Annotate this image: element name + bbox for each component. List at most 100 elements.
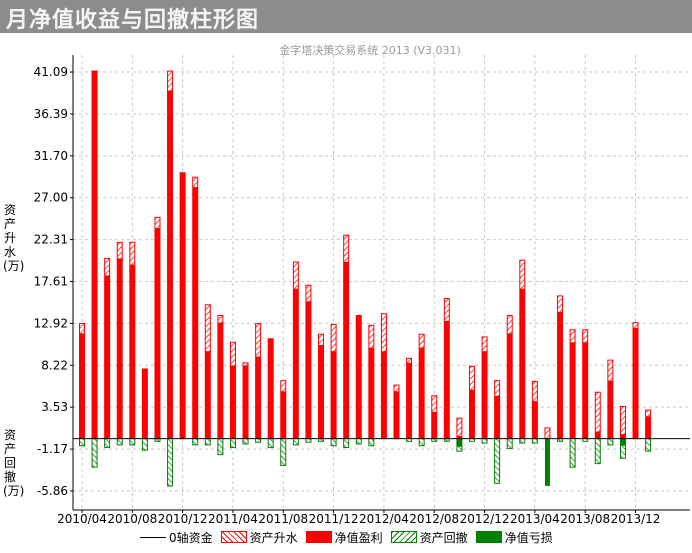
- net-profit-bar: [79, 333, 85, 439]
- asset-drawdown-bar: [141, 438, 148, 451]
- x-tick-label: 2013/08: [560, 512, 610, 526]
- asset-drawdown-bar: [267, 438, 274, 449]
- asset-drawdown-bar: [129, 438, 136, 446]
- asset-drawdown-bar: [204, 438, 211, 446]
- title-bar: 月净值收益与回撤柱形图: [0, 0, 692, 33]
- net-loss-bar: [620, 438, 626, 446]
- chart-subtitle: 金字塔决策交易系统 2013 (V3.031): [279, 44, 461, 57]
- net-profit-bar: [633, 328, 639, 439]
- bars: [79, 70, 652, 487]
- net-profit-bar: [331, 351, 337, 439]
- net-profit-bar: [419, 347, 425, 439]
- net-profit-bar: [482, 351, 488, 439]
- asset-up-bar: [544, 427, 551, 440]
- net-profit-bar: [356, 315, 362, 439]
- legend-label-zero-axis: 0轴资金: [169, 530, 213, 545]
- legend-swatch-zero-axis: [140, 536, 166, 538]
- net-profit-bar: [280, 391, 286, 439]
- net-profit-bar: [494, 395, 500, 439]
- asset-drawdown-bar: [594, 438, 601, 465]
- legend-swatch-asset-drawdown: [390, 531, 417, 543]
- y-tick-label: 31.70: [34, 149, 68, 163]
- y-tick-label: 36.39: [34, 107, 68, 121]
- legend: 0轴资金 资产升水 净值盈利 资产回撤 净值亏损: [140, 528, 561, 546]
- x-tick-label: 2012/04: [359, 512, 409, 526]
- asset-drawdown-bar: [217, 438, 224, 456]
- legend-item-asset-up: 资产升水: [220, 529, 298, 546]
- legend-label-net-loss: 净值亏损: [504, 530, 553, 545]
- asset-drawdown-bar: [506, 438, 513, 449]
- legend-item-asset-drawdown: 资产回撤: [390, 529, 468, 546]
- net-profit-bar: [305, 301, 311, 439]
- net-profit-bar: [582, 342, 588, 439]
- net-profit-bar: [243, 365, 249, 439]
- x-tick-label: 2010/04: [57, 512, 107, 526]
- asset-drawdown-bar: [531, 438, 538, 444]
- y-tick-label: -5.86: [37, 484, 68, 498]
- legend-swatch-asset-up: [220, 531, 247, 543]
- legend-item-net-profit: 净值盈利: [305, 529, 383, 546]
- net-profit-bar: [268, 338, 274, 439]
- net-loss-bar: [456, 438, 462, 447]
- y-tick-label: 8.22: [41, 358, 68, 372]
- y-tick-label: 12.92: [34, 316, 68, 330]
- net-profit-bar: [192, 187, 198, 439]
- asset-drawdown-bar: [481, 438, 488, 444]
- net-profit-bar: [217, 322, 223, 439]
- asset-drawdown-bar: [280, 438, 287, 466]
- y-axis-label-top: 资产升水(万): [3, 203, 25, 273]
- asset-drawdown-bar: [104, 438, 111, 449]
- x-tick-label: 2013/04: [510, 512, 560, 526]
- net-profit-bar: [431, 411, 437, 439]
- y-axis-label-bottom: 资产回撤(万): [3, 428, 25, 498]
- net-profit-bar: [444, 320, 450, 439]
- asset-drawdown-bar: [607, 438, 614, 446]
- window-title: 月净值收益与回撤柱形图: [6, 8, 260, 33]
- asset-drawdown-bar: [91, 438, 98, 468]
- asset-drawdown-bar: [569, 438, 576, 468]
- net-profit-bar: [117, 258, 123, 439]
- net-profit-bar: [394, 391, 399, 439]
- y-tick-label: -1.17: [37, 442, 68, 456]
- asset-drawdown-bar: [368, 438, 375, 447]
- net-profit-bar: [607, 380, 613, 439]
- net-profit-bar: [570, 342, 576, 439]
- net-loss-bar: [544, 438, 550, 486]
- asset-drawdown-bar: [79, 438, 85, 447]
- asset-drawdown-bar: [192, 438, 199, 446]
- net-profit-bar: [469, 389, 475, 439]
- net-profit-bar: [456, 435, 462, 439]
- y-tick-label: 41.09: [34, 65, 68, 79]
- asset-drawdown-bar: [355, 438, 362, 445]
- asset-drawdown-bar: [292, 438, 299, 446]
- net-profit-bar: [129, 264, 135, 439]
- net-profit-bar: [230, 365, 236, 439]
- net-profit-bar: [381, 351, 387, 439]
- x-tick-label: 2012/12: [460, 512, 510, 526]
- net-profit-bar: [205, 351, 211, 439]
- net-profit-bar: [104, 275, 110, 439]
- net-profit-bar: [519, 288, 525, 439]
- asset-up-bar: [456, 417, 463, 440]
- y-tick-label: 17.61: [34, 275, 68, 289]
- net-profit-bar: [318, 344, 324, 439]
- asset-drawdown-bar: [494, 438, 501, 484]
- net-profit-bar: [154, 228, 160, 439]
- net-profit-bar: [507, 333, 513, 439]
- net-profit-bar: [180, 172, 186, 439]
- net-profit-bar: [92, 71, 98, 439]
- net-profit-bar: [645, 416, 651, 439]
- y-tick-label: 3.53: [41, 400, 68, 414]
- net-profit-bar: [557, 311, 563, 439]
- x-tick-label: 2012/08: [409, 512, 459, 526]
- net-profit-bar: [167, 90, 173, 439]
- legend-label-asset-up: 资产升水: [249, 530, 298, 545]
- x-tick-label: 2013/12: [611, 512, 661, 526]
- legend-item-net-loss: 净值亏损: [475, 529, 553, 546]
- legend-label-net-profit: 净值盈利: [334, 530, 383, 545]
- x-tick-label: 2010/12: [158, 512, 208, 526]
- asset-drawdown-bar: [343, 438, 350, 449]
- net-profit-bar: [595, 431, 601, 439]
- x-tick-label: 2010/08: [107, 512, 157, 526]
